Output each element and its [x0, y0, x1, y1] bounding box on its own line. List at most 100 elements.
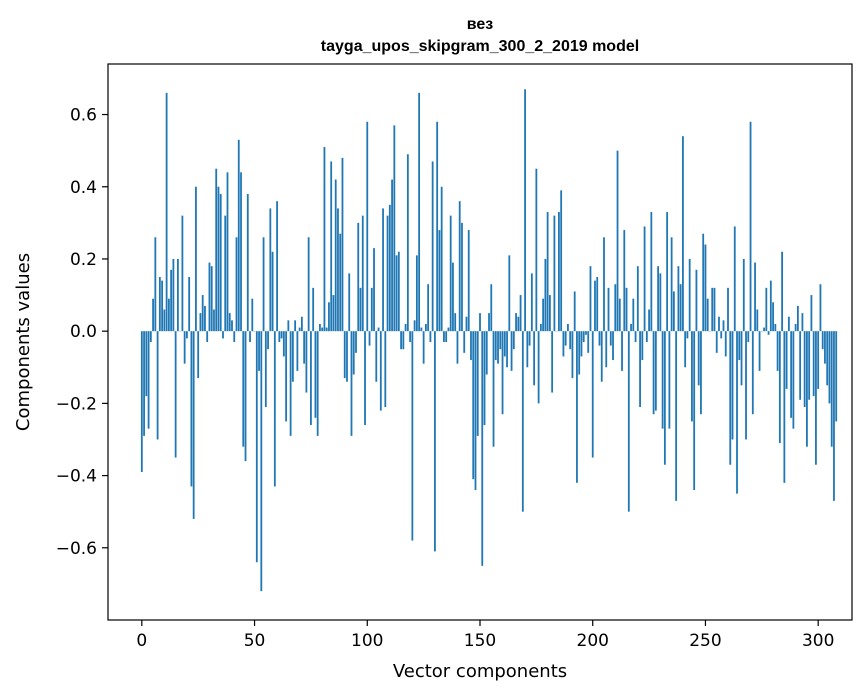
bar: [497, 331, 499, 363]
bar: [224, 216, 226, 332]
bar: [815, 331, 817, 465]
bar: [152, 299, 154, 331]
bar: [175, 331, 177, 457]
bar: [657, 266, 659, 331]
bar: [439, 230, 441, 331]
y-tick-label: −0.4: [56, 467, 97, 487]
bar: [457, 331, 459, 363]
bar: [644, 226, 646, 331]
bar: [182, 216, 184, 332]
bar: [344, 331, 346, 378]
bar: [141, 331, 143, 472]
bar: [603, 237, 605, 331]
bar: [209, 263, 211, 332]
bar: [750, 122, 752, 331]
bar: [402, 331, 404, 349]
bar: [524, 89, 526, 331]
bar: [831, 331, 833, 447]
bar: [725, 331, 727, 356]
bar: [745, 331, 747, 439]
bar: [269, 208, 271, 331]
bar: [256, 331, 258, 562]
bar: [258, 331, 260, 371]
bar: [204, 306, 206, 331]
bar: [337, 208, 339, 331]
bar: [260, 331, 262, 591]
bar: [193, 331, 195, 519]
bar: [542, 299, 544, 331]
bar: [826, 331, 828, 385]
bar: [445, 331, 447, 342]
y-tick-label: −0.6: [56, 539, 97, 559]
bar: [206, 331, 208, 342]
bar: [493, 331, 495, 447]
bar: [292, 331, 294, 382]
y-tick-label: 0.6: [70, 106, 97, 126]
bar: [200, 313, 202, 331]
bar: [605, 331, 607, 367]
bar: [166, 93, 168, 331]
bar: [648, 310, 650, 332]
bar: [515, 313, 517, 331]
y-axis-label: Components values: [13, 253, 34, 431]
bar: [718, 317, 720, 331]
bar: [772, 302, 774, 331]
bar: [691, 331, 693, 421]
bar: [705, 245, 707, 332]
bar: [599, 331, 601, 345]
x-axis-label: Vector components: [393, 661, 567, 682]
bar: [808, 331, 810, 400]
bar: [646, 331, 648, 342]
bar: [285, 331, 287, 421]
bar: [781, 252, 783, 331]
bar: [159, 277, 161, 331]
bar: [321, 328, 323, 332]
bar: [272, 252, 274, 331]
bar: [186, 331, 188, 338]
bar: [621, 331, 623, 371]
bar: [736, 331, 738, 493]
bar: [802, 313, 804, 331]
bar: [335, 180, 337, 332]
bar: [148, 331, 150, 428]
bar: [278, 331, 280, 342]
bar: [804, 331, 806, 407]
bar: [143, 331, 145, 436]
bar: [247, 194, 249, 331]
y-axis-ticks: −0.6−0.4−0.20.00.20.40.6: [56, 106, 108, 559]
bar: [799, 331, 801, 400]
bar: [375, 331, 377, 382]
bar: [191, 331, 193, 486]
bar: [177, 259, 179, 331]
bar: [484, 331, 486, 425]
plot-background: [108, 64, 852, 620]
bar: [824, 331, 826, 363]
bar: [795, 324, 797, 331]
y-tick-label: −0.2: [56, 394, 97, 414]
bar: [696, 270, 698, 331]
bar: [531, 273, 533, 331]
bar: [567, 324, 569, 331]
bar: [161, 281, 163, 332]
bar: [197, 331, 199, 378]
bar: [752, 331, 754, 414]
bar: [747, 331, 749, 342]
bar: [495, 331, 497, 360]
bar: [163, 310, 165, 332]
bar: [693, 331, 695, 490]
bar: [549, 295, 551, 331]
bar: [436, 122, 438, 331]
bar: [315, 331, 317, 418]
bar: [511, 331, 513, 371]
bar: [551, 331, 553, 392]
bar: [348, 273, 350, 331]
bar: [188, 277, 190, 331]
bar: [590, 266, 592, 331]
bar: [357, 223, 359, 331]
bar: [583, 331, 585, 342]
bar: [535, 169, 537, 331]
bar: [333, 295, 335, 331]
bar: [312, 288, 314, 331]
bar: [502, 331, 504, 414]
bar: [711, 288, 713, 331]
